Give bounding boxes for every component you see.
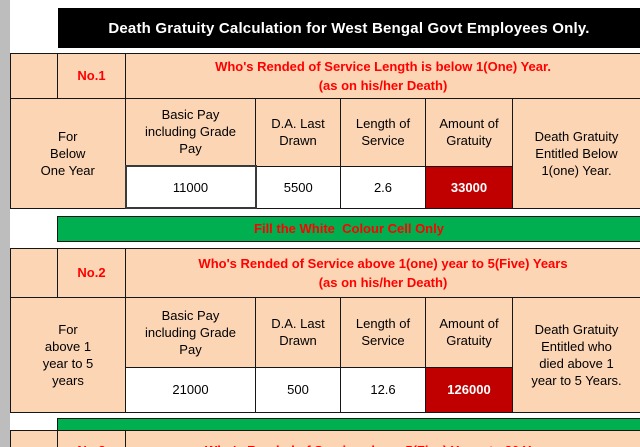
gratuity-table: Death Gratuity Calculation for West Beng… [10, 0, 640, 447]
section-2-length-cell[interactable]: 12.6 [340, 366, 426, 413]
section-1-basic-pay-cell[interactable]: 11000 [124, 165, 257, 209]
section-1-left-cell [10, 52, 58, 99]
section-1-da-cell[interactable]: 5500 [255, 165, 341, 209]
fill-note-bar: Fill the White Colour Cell Only [57, 215, 640, 242]
section-2-da-cell[interactable]: 500 [255, 366, 341, 413]
spacer [10, 48, 640, 53]
header-basic-pay: Basic Pay including Grade Pay [125, 296, 256, 368]
section-2-left-cell [10, 247, 58, 298]
section-2-entitled-label: Death Gratuity Entitled who died above 1… [512, 296, 640, 413]
left-gutter [0, 0, 10, 447]
green-bar-left-gap [10, 216, 58, 241]
header-da-last-drawn: D.A. Last Drawn [255, 97, 341, 167]
section-1-amount-cell: 33000 [425, 165, 513, 209]
header-amount-of-gratuity: Amount of Gratuity [425, 296, 513, 368]
sheet-area: Death Gratuity Calculation for West Beng… [10, 0, 640, 447]
page-title: Death Gratuity Calculation for West Beng… [57, 8, 640, 48]
section-2-row-label: For above 1 year to 5 years [10, 296, 126, 413]
header-length-of-service: Length of Service [340, 97, 426, 167]
green-divider-left-gap [10, 418, 58, 430]
section-3-heading: Who's Rended of Service above 5(Five) Ye… [125, 429, 640, 447]
section-2-amount-cell: 126000 [425, 366, 513, 413]
section-1-entitled-label: Death Gratuity Entitled Below 1(one) Yea… [512, 97, 640, 209]
section-2-number: No.2 [57, 247, 126, 298]
section-2-basic-pay-cell[interactable]: 21000 [125, 366, 256, 413]
title-left-gap [10, 8, 58, 48]
spacer [10, 208, 640, 216]
green-divider [57, 417, 640, 431]
header-amount-of-gratuity: Amount of Gratuity [425, 97, 513, 167]
section-1-length-cell[interactable]: 2.6 [340, 165, 426, 209]
section-3-number: No.3 [57, 429, 126, 447]
header-length-of-service: Length of Service [340, 296, 426, 368]
section-2-heading: Who's Rended of Service above 1(one) yea… [125, 247, 640, 298]
section-1-row-label: For Below One Year [10, 97, 126, 209]
header-basic-pay: Basic Pay including Grade Pay [125, 97, 256, 167]
header-da-last-drawn: D.A. Last Drawn [255, 296, 341, 368]
section-1-number: No.1 [57, 52, 126, 99]
spacer [10, 241, 640, 248]
section-1-heading: Who's Rended of Service Length is below … [125, 52, 640, 99]
top-spacer [10, 0, 640, 8]
spacer [10, 412, 640, 418]
section-3-left-cell [10, 429, 58, 447]
